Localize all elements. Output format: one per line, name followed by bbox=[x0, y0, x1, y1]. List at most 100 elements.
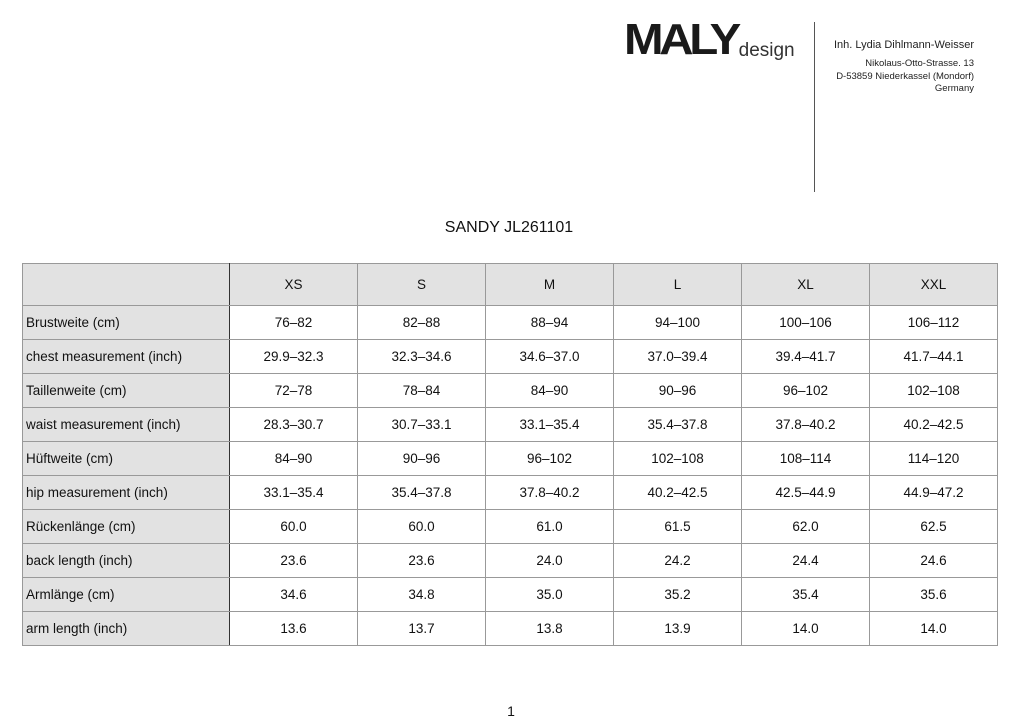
table-cell: 35.4–37.8 bbox=[613, 407, 742, 442]
row-label: chest measurement (inch) bbox=[22, 339, 230, 374]
table-cell: 114–120 bbox=[869, 441, 998, 476]
row-label: back length (inch) bbox=[22, 543, 230, 578]
table-cell: 34.6–37.0 bbox=[485, 339, 614, 374]
table-cell: 106–112 bbox=[869, 305, 998, 340]
table-cell: 78–84 bbox=[357, 373, 486, 408]
size-header-xs: XS bbox=[229, 263, 358, 306]
table-row: Armlänge (cm) 34.6 34.8 35.0 35.2 35.4 35.6 bbox=[22, 577, 998, 612]
address-line: Nikolaus-Otto-Strasse. 13 bbox=[865, 58, 974, 69]
table-cell: 44.9–47.2 bbox=[869, 475, 998, 510]
size-header-l: L bbox=[613, 263, 742, 306]
table-cell: 33.1–35.4 bbox=[485, 407, 614, 442]
table-row: Rückenlänge (cm) 60.0 60.0 61.0 61.5 62.0 62.5 bbox=[22, 509, 998, 544]
table-cell: 41.7–44.1 bbox=[869, 339, 998, 374]
table-cell: 14.0 bbox=[741, 611, 870, 646]
table-cell: 35.4–37.8 bbox=[357, 475, 486, 510]
table-row: chest measurement (inch) 29.9–32.3 32.3–34… bbox=[22, 339, 998, 374]
table-cell: 23.6 bbox=[357, 543, 486, 578]
table-cell: 100–106 bbox=[741, 305, 870, 340]
row-label: waist measurement (inch) bbox=[22, 407, 230, 442]
row-label: Rückenlänge (cm) bbox=[22, 509, 230, 544]
table-cell: 62.0 bbox=[741, 509, 870, 544]
address: Nikolaus-Otto-Strasse. 13 D-53859 Nieder… bbox=[836, 58, 974, 96]
header-divider bbox=[814, 22, 815, 192]
row-label: Brustweite (cm) bbox=[22, 305, 230, 340]
logo-main: MALY bbox=[624, 15, 741, 64]
document-title: SANDY JL261101 bbox=[444, 219, 574, 236]
table-cell: 90–96 bbox=[357, 441, 486, 476]
table-cell: 82–88 bbox=[357, 305, 486, 340]
table-cell: 60.0 bbox=[229, 509, 358, 544]
row-label: arm length (inch) bbox=[22, 611, 230, 646]
row-label: Armlänge (cm) bbox=[22, 577, 230, 612]
table-cell: 108–114 bbox=[741, 441, 870, 476]
table-cell: 35.6 bbox=[869, 577, 998, 612]
table-cell: 60.0 bbox=[357, 509, 486, 544]
table-cell: 24.4 bbox=[741, 543, 870, 578]
table-cell: 28.3–30.7 bbox=[229, 407, 358, 442]
table-cell: 35.0 bbox=[485, 577, 614, 612]
size-header-m: M bbox=[485, 263, 614, 306]
table-cell: 37.0–39.4 bbox=[613, 339, 742, 374]
table-cell: 32.3–34.6 bbox=[357, 339, 486, 374]
table-cell: 62.5 bbox=[869, 509, 998, 544]
logo-sub: design bbox=[738, 40, 795, 61]
size-header-xxl: XXL bbox=[869, 263, 998, 306]
table-cell: 30.7–33.1 bbox=[357, 407, 486, 442]
table-cell: 24.6 bbox=[869, 543, 998, 578]
table-cell: 90–96 bbox=[613, 373, 742, 408]
table-cell: 14.0 bbox=[869, 611, 998, 646]
table-row: back length (inch) 23.6 23.6 24.0 24.2 24.4 24… bbox=[22, 543, 998, 578]
table-cell: 24.0 bbox=[485, 543, 614, 578]
row-label: Hüftweite (cm) bbox=[22, 441, 230, 476]
row-label: Taillenweite (cm) bbox=[22, 373, 230, 408]
table-row: Taillenweite (cm) 72–78 78–84 84–90 90–96 96–… bbox=[22, 373, 998, 408]
table-cell: 39.4–41.7 bbox=[741, 339, 870, 374]
size-chart-table: XS S M L XL XXL Brustweite (cm) 76–82 82–88 88–9… bbox=[22, 263, 998, 646]
table-header-row: XS S M L XL XXL bbox=[22, 263, 998, 306]
address-line: Germany bbox=[934, 83, 974, 94]
table-row: hip measurement (inch) 33.1–35.4 35.4–37.8… bbox=[22, 475, 998, 510]
table-cell: 40.2–42.5 bbox=[613, 475, 742, 510]
table-cell: 33.1–35.4 bbox=[229, 475, 358, 510]
table-cell: 34.8 bbox=[357, 577, 486, 612]
table-cell: 13.7 bbox=[357, 611, 486, 646]
table-cell: 13.6 bbox=[229, 611, 358, 646]
table-cell: 40.2–42.5 bbox=[869, 407, 998, 442]
table-cell: 13.8 bbox=[485, 611, 614, 646]
table-cell: 37.8–40.2 bbox=[741, 407, 870, 442]
table-cell: 72–78 bbox=[229, 373, 358, 408]
table-cell: 35.4 bbox=[741, 577, 870, 612]
table-cell: 88–94 bbox=[485, 305, 614, 340]
table-cell: 23.6 bbox=[229, 543, 358, 578]
maly-design-logo: MALY design bbox=[624, 15, 795, 64]
table-cell: 37.8–40.2 bbox=[485, 475, 614, 510]
table-cell: 61.5 bbox=[613, 509, 742, 544]
table-cell: 42.5–44.9 bbox=[741, 475, 870, 510]
address-line: D-53859 Niederkassel (Mondorf) bbox=[836, 70, 974, 82]
table-cell: 76–82 bbox=[229, 305, 358, 340]
table-cell: 24.2 bbox=[613, 543, 742, 578]
owner-name: Inh. Lydia Dihlmann-Weisser bbox=[833, 39, 974, 51]
table-cell: 96–102 bbox=[485, 441, 614, 476]
table-row: waist measurement (inch) 28.3–30.7 30.7–33… bbox=[22, 407, 998, 442]
row-label: hip measurement (inch) bbox=[22, 475, 230, 510]
table-row: arm length (inch) 13.6 13.7 13.8 13.9 14.0 14.… bbox=[22, 611, 998, 646]
table-row: Hüftweite (cm) 84–90 90–96 96–102 102–108 108… bbox=[22, 441, 998, 476]
table-cell: 61.0 bbox=[485, 509, 614, 544]
size-header-xl: XL bbox=[741, 263, 870, 306]
table-cell: 96–102 bbox=[741, 373, 870, 408]
table-cell: 13.9 bbox=[613, 611, 742, 646]
table-cell: 84–90 bbox=[229, 441, 358, 476]
page-number: 1 bbox=[507, 703, 515, 719]
table-cell: 102–108 bbox=[869, 373, 998, 408]
table-cell: 94–100 bbox=[613, 305, 742, 340]
table-cell: 34.6 bbox=[229, 577, 358, 612]
table-cell: 35.2 bbox=[613, 577, 742, 612]
table-cell: 29.9–32.3 bbox=[229, 339, 358, 374]
table-row: Brustweite (cm) 76–82 82–88 88–94 94–100 100–… bbox=[22, 305, 998, 340]
table-cell: 102–108 bbox=[613, 441, 742, 476]
size-header-s: S bbox=[357, 263, 486, 306]
table-cell: 84–90 bbox=[485, 373, 614, 408]
corner-header-cell bbox=[22, 263, 230, 306]
